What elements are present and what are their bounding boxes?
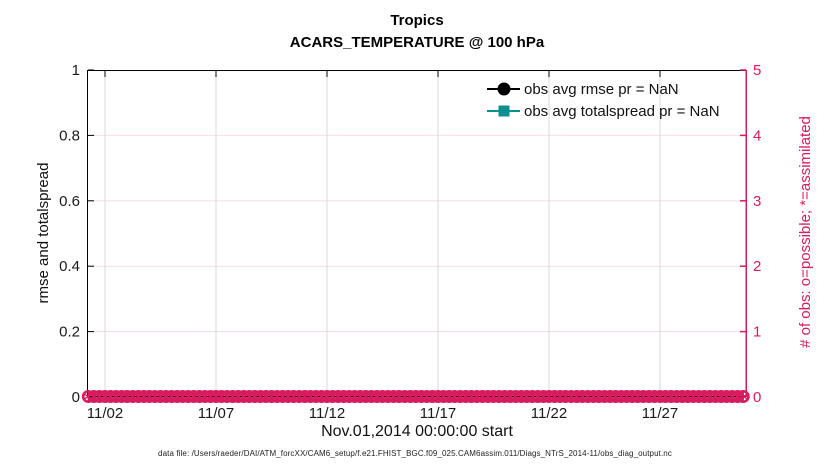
possible-obs-circle-marker: [736, 389, 750, 403]
y-right-tick-label: 4: [753, 127, 761, 144]
chart-title: Tropics ACARS_TEMPERATURE @ 100 hPa: [87, 10, 747, 54]
x-tick-label: 11/27: [642, 405, 678, 422]
y-right-tick-label: 3: [753, 193, 761, 210]
totalspread-square-marker-icon: [487, 104, 520, 118]
y-right-tick-label: 2: [753, 258, 761, 275]
y-left-tick-label: 1: [72, 62, 80, 79]
y-left-tick-label: 0.8: [59, 127, 80, 144]
assimilated-obs-asterisk-marker: [739, 392, 748, 401]
legend-item-totalspread: obs avg totalspread pr = NaN: [487, 100, 720, 122]
y-left-tick-label: 0.6: [59, 193, 80, 210]
y-right-tick-label: 1: [753, 324, 761, 341]
x-tick-label: 11/17: [420, 405, 456, 422]
y-left-tick-label: 0.2: [59, 324, 80, 341]
title-variable: ACARS_TEMPERATURE @ 100 hPa: [289, 34, 545, 51]
title-region: Tropics: [390, 12, 444, 29]
x-tick-label: 11/22: [531, 405, 567, 422]
y-left-tick-label: 0: [72, 389, 80, 406]
x-tick-label: 11/02: [87, 405, 123, 422]
y-right-tick-label: 0: [753, 389, 761, 406]
obs-count-markers: [81, 389, 750, 403]
legend-label-totalspread: obs avg totalspread pr = NaN: [524, 102, 720, 120]
y-left-tick-label: 0.4: [59, 258, 80, 275]
legend-item-rmse: obs avg rmse pr = NaN: [487, 78, 720, 100]
y-axis-label-left: rmse and totalspread: [35, 162, 52, 304]
y-right-tick-label: 5: [753, 62, 761, 79]
legend-label-rmse: obs avg rmse pr = NaN: [524, 80, 679, 98]
x-axis-label: Nov.01,2014 00:00:00 start: [321, 423, 513, 440]
rmse-circle-marker-icon: [487, 82, 520, 96]
y-axis-label-right: # of obs: o=possible; *=assimilated: [797, 116, 814, 348]
data-file-caption: data file: /Users/raeder/DAI/ATM_forcXX/…: [158, 449, 672, 458]
legend: obs avg rmse pr = NaN obs avg totalsprea…: [487, 78, 720, 122]
x-tick-label: 11/12: [309, 405, 345, 422]
x-tick-label: 11/07: [198, 405, 234, 422]
